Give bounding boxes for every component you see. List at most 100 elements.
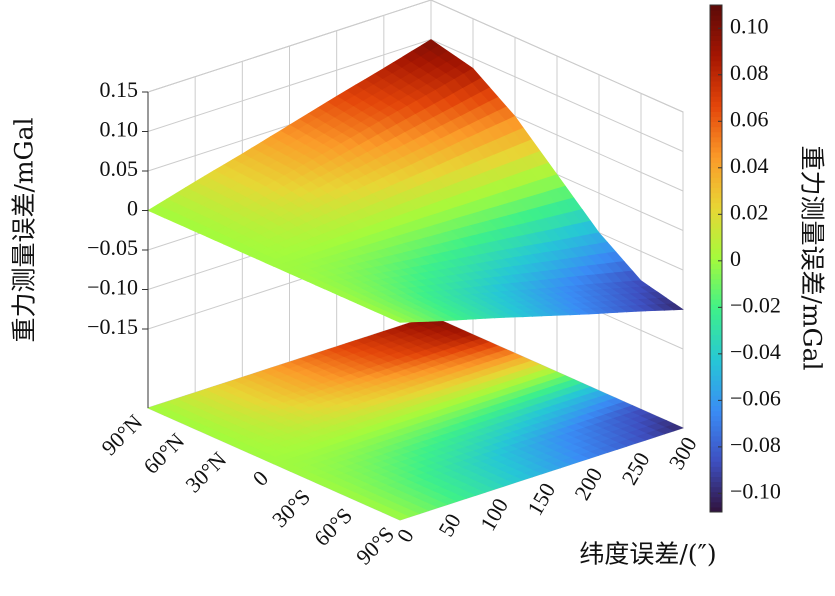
colorbar-step: [710, 106, 722, 112]
colorbar-step: [710, 141, 722, 148]
colorbar-step: [710, 395, 722, 401]
colorbar-step: [710, 385, 722, 391]
colorbar-step: [710, 486, 722, 493]
colorbar-step: [710, 339, 722, 346]
colorbar-step: [710, 65, 722, 72]
colorbar-step: [710, 157, 722, 163]
colorbar-step: [710, 420, 722, 427]
colorbar-step: [710, 501, 722, 508]
colorbar-step: [710, 334, 722, 341]
colorbar-step: [710, 364, 722, 371]
colorbar-step: [710, 55, 722, 62]
x-tick-label: 0: [248, 465, 273, 490]
colorbar-step: [710, 461, 722, 467]
z-tick-label: 0.15: [100, 77, 139, 102]
colorbar-step: [710, 162, 722, 168]
colorbar-tick-label: 0: [730, 246, 741, 271]
colorbar-step: [710, 197, 722, 204]
colorbar-step: [710, 471, 722, 478]
colorbar-step: [710, 258, 722, 265]
colorbar-step: [710, 354, 722, 361]
colorbar-step: [710, 15, 722, 21]
colorbar-step: [710, 314, 722, 320]
y-tick-label: 200: [569, 463, 607, 504]
colorbar-step: [710, 5, 722, 11]
colorbar-step: [710, 248, 722, 254]
surface: [147, 39, 684, 323]
colorbar-step: [710, 446, 722, 452]
colorbar-step: [710, 60, 722, 67]
colorbar-step: [710, 390, 722, 396]
colorbar-step: [710, 238, 722, 244]
z-tick-label: −0.05: [87, 235, 138, 260]
colorbar-step: [710, 207, 722, 214]
colorbar-step: [710, 228, 722, 234]
colorbar-step: [710, 410, 722, 417]
colorbar-step: [710, 20, 722, 26]
y-tick-label: 0: [392, 525, 419, 547]
floor-map: [147, 315, 684, 521]
colorbar-step: [710, 253, 722, 259]
floor-cell: [390, 512, 411, 521]
z-tick-label: 0: [127, 196, 138, 221]
colorbar-step: [710, 243, 722, 249]
x-tick-label: 60°N: [138, 428, 189, 479]
colorbar-step: [710, 456, 722, 462]
colorbar-step: [710, 91, 722, 97]
colorbar-step: [710, 40, 722, 47]
colorbar-step: [710, 116, 722, 123]
colorbar-step: [710, 370, 722, 376]
colorbar-step: [710, 268, 722, 275]
colorbar-step: [710, 359, 722, 366]
z-axis-label: 重力测量误差/mGal: [10, 117, 39, 342]
colorbar-step: [710, 283, 722, 290]
colorbar-step: [710, 70, 722, 77]
y-tick-label: 300: [664, 433, 702, 474]
colorbar-step: [710, 496, 722, 503]
colorbar-step: [710, 81, 722, 87]
x-tick-label: 90°N: [96, 409, 147, 460]
colorbar-step: [710, 45, 722, 52]
colorbar-step: [710, 131, 722, 138]
colorbar-step: [710, 182, 722, 189]
colorbar-step: [710, 273, 722, 280]
colorbar-step: [710, 344, 722, 351]
colorbar-step: [710, 212, 722, 219]
z-tick-label: −0.15: [87, 314, 138, 339]
colorbar-step: [710, 476, 722, 483]
colorbar-step: [710, 288, 722, 295]
colorbar-step: [710, 50, 722, 57]
colorbar-step: [710, 304, 722, 310]
colorbar-step: [710, 400, 722, 407]
colorbar-step: [710, 75, 722, 82]
colorbar-step: [710, 10, 722, 16]
colorbar-tick-label: 0.06: [730, 106, 769, 131]
colorbar-tick-label: −0.08: [730, 432, 781, 457]
colorbar-step: [710, 152, 722, 158]
colorbar-step: [710, 223, 722, 229]
colorbar-step: [710, 96, 722, 102]
colorbar-step: [710, 30, 722, 36]
colorbar-step: [710, 121, 722, 128]
colorbar-step: [710, 167, 722, 173]
colorbar-step: [710, 329, 722, 336]
colorbar-step: [710, 202, 722, 209]
colorbar-step: [710, 299, 722, 305]
colorbar-step: [710, 506, 722, 513]
colorbar-step: [710, 187, 722, 194]
y-tick-label: 150: [522, 479, 560, 520]
colorbar-step: [710, 136, 722, 143]
colorbar-tick-label: −0.04: [730, 339, 781, 364]
colorbar-step: [710, 101, 722, 107]
colorbar-step: [710, 466, 722, 472]
z-tick-label: −0.10: [87, 275, 138, 300]
x-tick-label: 60°S: [309, 503, 357, 551]
colorbar-step: [710, 309, 722, 315]
colorbar-step: [710, 481, 722, 488]
y-tick-label: 100: [475, 494, 513, 535]
colorbar-step: [710, 126, 722, 133]
colorbar-tick-label: 0.02: [730, 199, 769, 224]
x-tick-label: 30°N: [180, 447, 231, 498]
colorbar-step: [710, 451, 722, 457]
